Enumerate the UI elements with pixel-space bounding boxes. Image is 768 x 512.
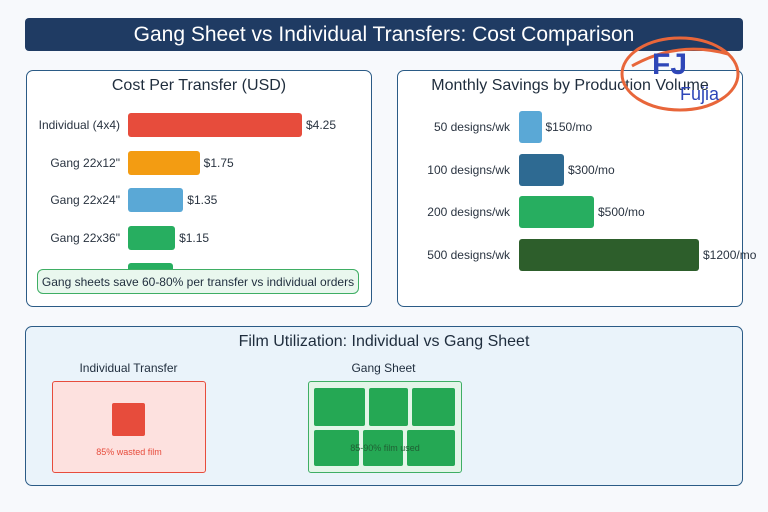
svg-text:Fujia: Fujia: [680, 84, 720, 104]
category-label: 500 designs/wk: [427, 247, 510, 262]
gang-design: [363, 430, 403, 466]
category-label: 100 designs/wk: [427, 162, 510, 177]
film-used-caption: 85-90% film used: [350, 443, 420, 453]
savings-note: Gang sheets save 60-80% per transfer vs …: [37, 269, 359, 294]
gang-film-sheet: 85-90% film used: [308, 381, 462, 473]
bar: [128, 150, 200, 175]
individual-transfer-label: Individual Transfer: [79, 361, 178, 375]
bar: [128, 188, 184, 212]
value-label: $300/mo: [568, 162, 615, 177]
value-label: $1.15: [179, 230, 210, 245]
gang-design: [314, 430, 359, 466]
value-label: $1.35: [187, 193, 218, 207]
individual-transfer-design: [112, 403, 145, 436]
gang-design: [407, 430, 455, 466]
monthly-savings-chart: Monthly Savings by Production Volume 50 …: [397, 70, 756, 307]
value-label: $500/mo: [598, 205, 645, 219]
cost-chart-title: Cost Per Transfer (USD): [111, 77, 287, 94]
category-label: 50 designs/wk: [433, 120, 510, 134]
cost-per-transfer-chart: Cost Per Transfer (USD) Individual (4x4)…: [26, 70, 372, 307]
value-label: $1200/mo: [703, 247, 757, 262]
page-title: Gang Sheet vs Individual Transfers: Cost…: [25, 18, 743, 51]
bar: [519, 196, 594, 228]
gang-design: [314, 388, 365, 426]
bar: [519, 153, 564, 186]
category-label: Gang 22x12": [50, 155, 120, 170]
svg-text:FJ: FJ: [652, 48, 687, 81]
gang-design: [412, 388, 455, 426]
film-utilization-title: Film Utilization: Individual vs Gang She…: [238, 333, 530, 350]
category-label: Gang 22x36": [50, 230, 120, 245]
savings-chart-title: Monthly Savings by Production Volume: [431, 77, 709, 94]
fujia-logo: FJ Fujia: [618, 30, 742, 116]
fujia-logo-graphic: FJ Fujia: [620, 36, 740, 112]
category-label: Individual (4x4): [38, 118, 120, 132]
gang-design: [369, 388, 408, 426]
bar: [128, 113, 302, 137]
bar: [519, 238, 699, 271]
category-label: 200 designs/wk: [427, 205, 510, 219]
value-label: $4.25: [306, 118, 337, 132]
gang-sheet-label: Gang Sheet: [351, 361, 416, 375]
value-label: $150/mo: [545, 120, 593, 134]
bar: [128, 225, 176, 250]
wasted-film-caption: 85% wasted film: [96, 447, 162, 457]
individual-film-sheet: 85% wasted film: [52, 381, 206, 473]
category-label: Gang 22x24": [50, 193, 120, 207]
value-label: $1.75: [203, 155, 234, 170]
film-utilization-panel: Film Utilization: Individual vs Gang She…: [25, 326, 743, 486]
bar: [519, 111, 542, 143]
